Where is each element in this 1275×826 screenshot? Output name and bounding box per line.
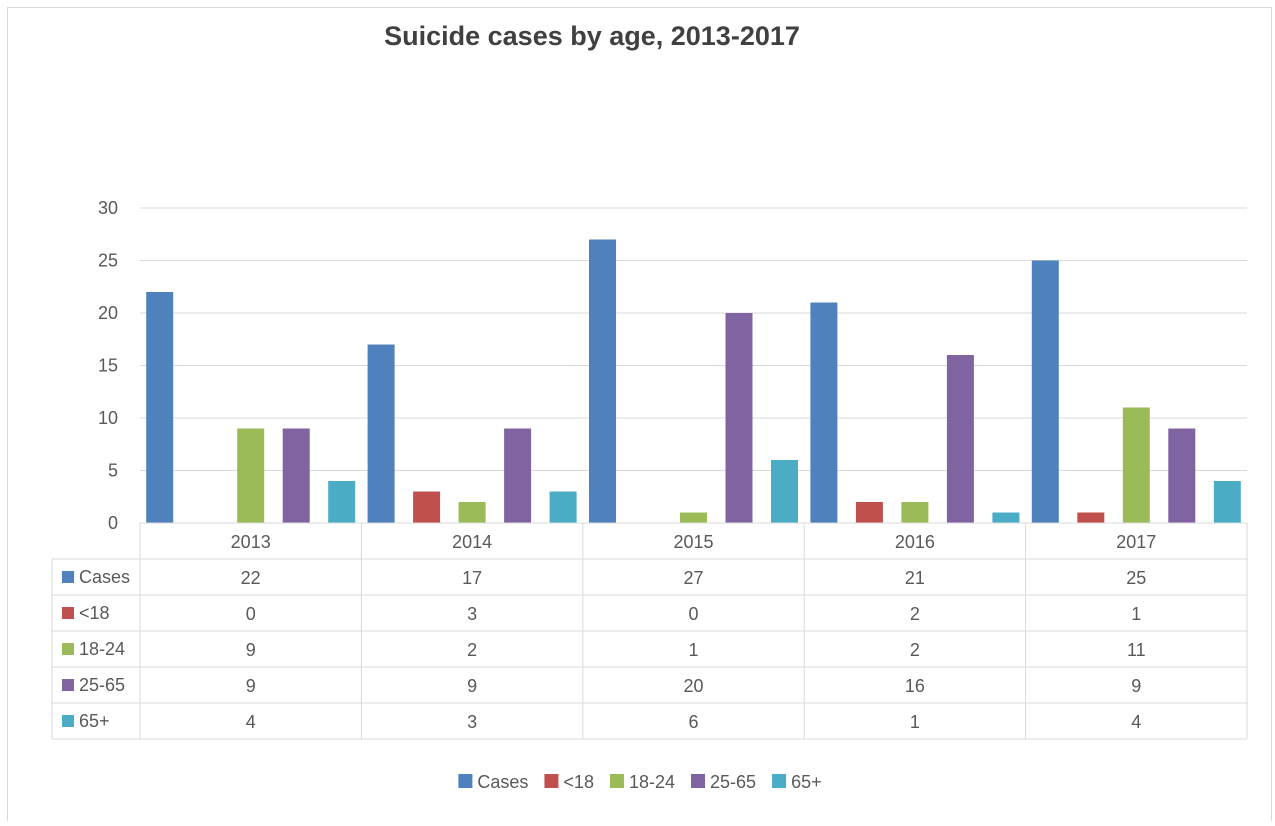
table-series-label: Cases <box>79 567 130 587</box>
table-cell-value: 9 <box>246 676 256 696</box>
table-series-label: <18 <box>79 603 110 623</box>
bar <box>946 355 974 523</box>
table-cell-value: 20 <box>683 676 703 696</box>
gridlines <box>140 207 1247 524</box>
table-legend-key <box>62 571 74 583</box>
bar <box>237 428 265 523</box>
table-cell-value: 3 <box>467 712 477 732</box>
legend-swatch <box>544 774 559 788</box>
legend-item: <18 <box>544 772 594 792</box>
legend-item: 65+ <box>772 772 822 792</box>
bar <box>146 292 174 523</box>
table-cell-value: 11 <box>1127 640 1146 660</box>
table-cell-value: 1 <box>1131 604 1141 624</box>
bar <box>504 428 532 523</box>
x-category-label: 2015 <box>673 532 713 552</box>
bar <box>282 428 310 523</box>
y-tick-label: 20 <box>98 303 118 323</box>
table-cell-value: 1 <box>910 712 920 732</box>
table-legend-key <box>62 607 74 619</box>
bar <box>1213 481 1241 523</box>
table-series-label: 18-24 <box>79 639 125 659</box>
legend-item: Cases <box>458 772 528 792</box>
table-cell-value: 9 <box>246 640 256 660</box>
legend-label: <18 <box>563 772 594 792</box>
table-cell-value: 0 <box>246 604 256 624</box>
table-cell-value: 0 <box>688 604 698 624</box>
bar <box>328 481 356 523</box>
x-category-label: 2017 <box>1116 532 1156 552</box>
table-cell-value: 2 <box>910 640 920 660</box>
table-cell-value: 4 <box>246 712 256 732</box>
table-cell-value: 1 <box>688 640 698 660</box>
table-cell-value: 22 <box>241 568 261 588</box>
bar <box>855 502 883 523</box>
table-cell-value: 17 <box>462 568 482 588</box>
table-cell-value: 9 <box>1131 676 1141 696</box>
legend-swatch <box>458 774 473 788</box>
legend-swatch <box>691 774 706 788</box>
bar <box>413 491 441 523</box>
table-cell-value: 2 <box>910 604 920 624</box>
y-tick-label: 0 <box>108 513 118 533</box>
table-cell-value: 3 <box>467 604 477 624</box>
chart-title: Suicide cases by age, 2013-2017 <box>384 21 800 51</box>
bar <box>680 512 707 523</box>
y-tick-label: 25 <box>98 251 118 271</box>
legend-label: Cases <box>477 772 528 792</box>
table-series-label: 65+ <box>79 711 110 731</box>
table-cell-value: 6 <box>688 712 698 732</box>
bars <box>146 239 1241 523</box>
table-cell-value: 27 <box>683 568 703 588</box>
bar <box>810 302 838 523</box>
y-tick-label: 10 <box>98 408 118 428</box>
table-legend-key <box>62 679 74 691</box>
x-category-label: 2013 <box>231 532 271 552</box>
legend-label: 18-24 <box>629 772 675 792</box>
y-tick-label: 5 <box>108 461 118 481</box>
table-cell-value: 9 <box>467 676 477 696</box>
bar <box>367 344 395 523</box>
bar <box>771 460 798 523</box>
y-axis-tick-labels: 0 5 10 15 20 25 30 <box>98 198 118 533</box>
table-cell-value: 2 <box>467 640 477 660</box>
bar <box>1168 428 1196 523</box>
bar <box>549 491 577 523</box>
table-cell-value: 16 <box>905 676 925 696</box>
x-category-label: 2016 <box>895 532 935 552</box>
bar <box>1031 260 1059 523</box>
legend-item: 18-24 <box>609 772 675 792</box>
table-legend-key <box>62 643 74 655</box>
table-cell-value: 25 <box>1126 568 1146 588</box>
bar <box>992 512 1020 523</box>
legend-item: 25-65 <box>691 772 756 792</box>
table-legend-key <box>62 715 74 727</box>
legend-label: 25-65 <box>710 772 756 792</box>
legend-label: 65+ <box>791 772 822 792</box>
chart-border <box>7 7 1272 826</box>
x-category-label: 2014 <box>452 532 492 552</box>
legend-swatch <box>609 774 624 788</box>
bar <box>589 239 616 523</box>
bar <box>901 502 929 523</box>
y-tick-label: 30 <box>98 198 118 218</box>
legend: Cases <18 18-24 25-65 65+ <box>458 772 822 792</box>
table-series-label: 25-65 <box>79 675 125 695</box>
table-cell-value: 4 <box>1131 712 1141 732</box>
legend-swatch <box>772 774 787 788</box>
bar <box>458 502 486 523</box>
bar <box>725 313 753 523</box>
bar <box>1122 407 1150 523</box>
table-cell-value: 21 <box>905 568 925 588</box>
y-tick-label: 15 <box>98 356 118 376</box>
bar <box>1077 512 1105 523</box>
